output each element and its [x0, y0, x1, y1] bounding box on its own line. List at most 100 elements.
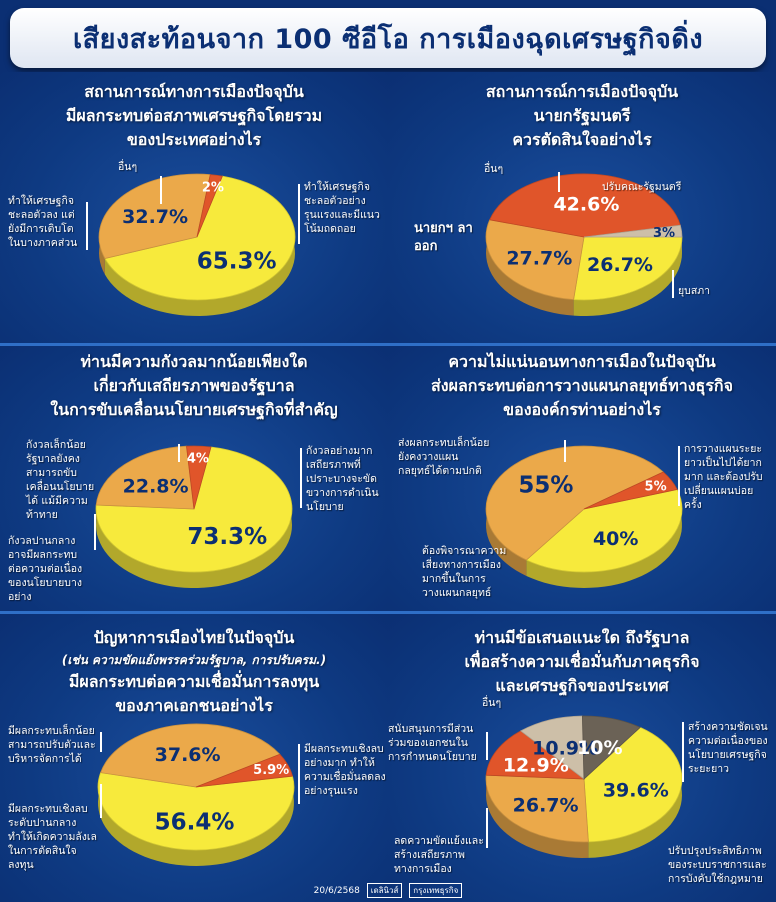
pie-slice	[485, 219, 585, 301]
footer-logo-b: กรุงเทพธุรกิจ	[409, 883, 463, 898]
pie-value-label: 56.4%	[155, 810, 235, 836]
pie-value-label: 65.3%	[197, 248, 277, 274]
legend-label: อื่นๆ	[118, 161, 138, 173]
pie-chart-2: 26.7% 27.7% 42.6% 3%	[485, 173, 683, 316]
pie-value-label: 10%	[577, 737, 622, 759]
legend-label: อื่นๆ	[484, 163, 504, 175]
pie-value-label: 12.9%	[503, 755, 569, 777]
legend-label: ส่งผลกระทบเล็กน้อย ยังคงวางแผนกลยุทธ์ได้…	[398, 437, 490, 477]
chart-title-line: ขององค์กรท่านอย่างไร	[503, 400, 661, 419]
pie-slice-side	[588, 727, 682, 858]
pie-value-label: 10.9%	[532, 738, 598, 760]
pie-slice	[195, 753, 294, 788]
panel-4: ความไม่แน่นอนทางการเมืองในปัจจุบัน ส่งผล…	[388, 344, 776, 612]
pie-chart-3: 73.3% 22.8% 4%	[95, 445, 293, 588]
pie-slice	[186, 445, 212, 510]
legend-label: สนับสนุนการมีส่วนร่วมของเอกชนในการกำหนดน…	[388, 723, 477, 763]
legend-label: นายกฯ ลาออก	[414, 221, 473, 254]
chart-title-line: นายกรัฐมนตรี	[533, 106, 631, 125]
pie-chart-4: 40% 55% 5%	[485, 445, 683, 588]
panel-5: ปัญหาการเมืองไทยในปัจจุบัน (เช่น ความขัด…	[0, 612, 388, 902]
chart-title-line: และเศรษฐกิจของประเทศ	[495, 676, 669, 695]
legend-label: ยุบสภา	[678, 285, 711, 297]
pie-slice	[525, 489, 683, 573]
page-title: เสียงสะท้อนจาก 100 ซีอีโอ การเมืองฉุดเศร…	[72, 23, 704, 55]
legend-label: ทำให้เศรษฐกิจชะลอตัวลง แต่ยังมีการเติบโต…	[8, 195, 78, 249]
panel-1: สถานการณ์ทางการเมืองปัจจุบัน มีผลกระทบต่…	[0, 72, 388, 344]
pie-slice	[583, 471, 678, 510]
legend-label: กังวลอย่างมาก เสถียรภาพที่เปราะบางจะขัดข…	[306, 445, 379, 513]
pie-value-label: 73.3%	[187, 524, 267, 550]
chart-title-line: สถานการณ์ทางการเมืองปัจจุบัน	[84, 82, 304, 101]
pie-value-label: 5%	[645, 480, 667, 495]
pie-value-label: 3%	[653, 226, 675, 241]
chart-title-line: ส่งผลกระทบต่อการวางแผนกลยุทธ์ทางธุรกิจ	[431, 376, 733, 395]
chart-title-line: ปัญหาการเมืองไทยในปัจจุบัน	[93, 628, 295, 647]
pie-slice	[489, 173, 681, 238]
legend-label: อื่นๆ	[482, 697, 502, 709]
pie-slice	[583, 726, 683, 843]
legend-label: ต้องพิจารณาความเสี่ยงทางการเมืองมากขึ้นใ…	[422, 545, 507, 599]
legend-label: สร้างความชัดเจนความต่อเนื่องของนโยบายเศร…	[688, 721, 768, 775]
footer-logo-a: เดลินิวส์	[366, 883, 403, 898]
legend-label: กังวลเล็กน้อย รัฐบาลยังคงสามารถขับเคลื่อ…	[26, 439, 95, 521]
pie-slice	[583, 224, 683, 238]
chart-title-line: ในการขับเคลื่อนนโยบายเศรษฐกิจที่สำคัญ	[50, 400, 338, 419]
pie-value-label: 27.7%	[506, 247, 572, 269]
chart-title-line: ท่านมีข้อเสนอแนะใด ถึงรัฐบาล	[474, 628, 690, 647]
pie-chart-1: 65.3% 32.7% 2%	[98, 173, 296, 316]
pie-slice	[95, 445, 195, 510]
footer-date: 20/6/2568	[313, 886, 360, 896]
legend-label: กังวลปานกลาง อาจมีผลกระทบต่อความต่อเนื่อ…	[8, 535, 83, 603]
legend-label: มีผลกระทบเชิงลบอย่างมาก ทำให้ความเชื่อมั…	[304, 743, 386, 797]
legend-label: ปรับปรุงประสิทธิภาพของระบบราชการและการบั…	[668, 845, 767, 885]
pie-value-label: 40%	[593, 528, 638, 550]
panel-3: ท่านมีความกังวลมากน้อยเพียงใด เกี่ยวกับเ…	[0, 344, 388, 612]
pie-value-label: 4%	[187, 451, 209, 466]
pie-slice	[485, 445, 665, 561]
pie-value-label: 42.6%	[553, 193, 619, 215]
pie-slice-side	[98, 772, 294, 866]
chart-title-line: เกี่ยวกับเสถียรภาพของรัฐบาล	[93, 376, 295, 395]
pie-slice	[104, 175, 296, 301]
legend-label: มีผลกระทบเล็กน้อย สามารถปรับตัวและบริหาร…	[8, 725, 96, 765]
chart-title-line: ของภาคเอกชนอย่างไร	[115, 696, 273, 715]
pie-slice-side	[526, 489, 682, 588]
pie-chart-6: 39.6% 26.7% 12.9%10.9%10%	[485, 715, 683, 858]
header-banner: เสียงสะท้อนจาก 100 ซีอีโอ การเมืองฉุดเศร…	[10, 8, 766, 68]
panel-6: ท่านมีข้อเสนอแนะใด ถึงรัฐบาล เพื่อสร้างค…	[388, 612, 776, 902]
chart-title-line: ของประเทศอย่างไร	[126, 130, 262, 149]
footer: 20/6/2568 เดลินิวส์ กรุงเทพธุรกิจ	[0, 883, 776, 898]
pie-value-label: 39.6%	[603, 780, 669, 802]
legend-label: ลดความขัดแย้งและสร้างเสถียรภาพทางการเมือ…	[394, 835, 484, 875]
pie-value-label: 5.9%	[253, 763, 289, 778]
pie-slice	[485, 774, 589, 843]
panel-2: สถานการณ์การเมืองปัจจุบัน นายกรัฐมนตรี ค…	[388, 72, 776, 344]
pie-slice	[196, 174, 223, 238]
pie-slice	[95, 446, 293, 573]
pie-slice	[520, 715, 585, 780]
chart-title-line: ควรตัดสินใจอย่างไร	[512, 130, 652, 149]
legend-label: ทำให้เศรษฐกิจชะลอตัวอย่างรุนแรงและมีแนวโ…	[304, 181, 380, 235]
legend-label: ปรับคณะรัฐมนตรี	[602, 181, 682, 193]
pie-slice-side	[573, 237, 682, 316]
chart-title-line: ความไม่แน่นอนทางการเมืองในปัจจุบัน	[448, 352, 716, 371]
chart-title-line: สถานการณ์การเมืองปัจจุบัน	[485, 82, 679, 101]
pie-value-label: 32.7%	[122, 206, 188, 228]
pie-value-label: 2%	[202, 180, 224, 195]
pie-slice	[98, 173, 211, 259]
legend-label: การวางแผนระยะยาวเป็นไปได้ยากมาก และต้องป…	[684, 443, 763, 511]
chart-title-line: เพื่อสร้างความเชื่อมั่นกับภาคธุรกิจ	[464, 652, 700, 671]
pie-slice	[581, 715, 641, 780]
pie-slice	[100, 723, 281, 788]
pie-slice-side	[486, 775, 589, 858]
legend-label: มีผลกระทบเชิงลบระดับปานกลาง ทำให้เกิดควา…	[8, 803, 97, 871]
pie-value-label: 26.7%	[587, 254, 653, 276]
chart-title-line: ท่านมีความกังวลมากน้อยเพียงใด	[80, 352, 308, 371]
pie-slice-side	[486, 219, 574, 316]
pie-value-label: 22.8%	[123, 476, 189, 498]
pie-value-label: 37.6%	[155, 744, 221, 766]
pie-chart-5: 56.4% 37.6% 5.9%	[97, 723, 295, 866]
chart-title-line: มีผลกระทบต่อสภาพเศรษฐกิจโดยรวม	[65, 106, 323, 125]
chart-title-line: (เช่น ความขัดแย้งพรรคร่วมรัฐบาล, การปรับ…	[61, 653, 327, 667]
